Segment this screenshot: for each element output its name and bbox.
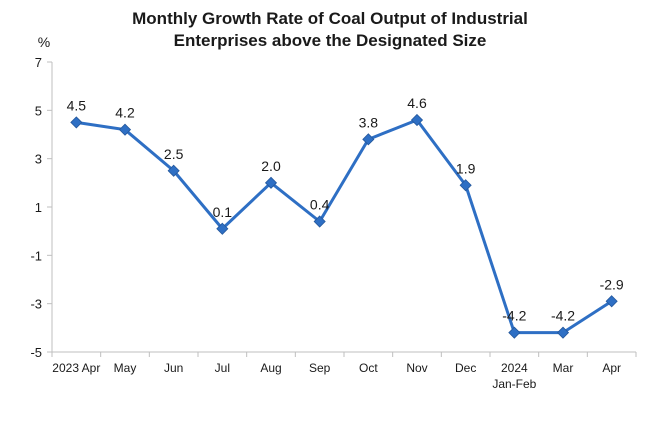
data-point-marker (556, 326, 570, 339)
x-tick-label: Jun (164, 361, 183, 375)
x-tick-label: Sep (309, 361, 331, 375)
x-tick-label: Mar (553, 361, 574, 375)
x-tick-label: 2023 Apr (52, 361, 100, 375)
data-label: 0.1 (213, 204, 233, 220)
data-label: 0.4 (310, 197, 330, 213)
x-tick-label: Nov (406, 361, 427, 375)
data-point-marker (313, 215, 326, 228)
x-tick-label: May (114, 361, 137, 375)
x-axis: 2023 Apr May Jun Jul Aug Sep Oct Nov Dec 2024 Jan-… (51, 351, 637, 391)
chart-title-line-1: Monthly Growth Rate of Coal Output of In… (132, 9, 528, 28)
data-point-marker (167, 164, 180, 177)
data-point-marker (70, 116, 83, 129)
x-tick-label: Aug (260, 361, 281, 375)
x-tick-label: Jul (215, 361, 230, 375)
data-label: 2.5 (164, 146, 184, 162)
y-tick-label: -5 (30, 345, 42, 360)
data-point-marker (118, 123, 132, 136)
y-tick-label: 7 (35, 55, 42, 70)
data-label: 4.5 (67, 97, 87, 113)
y-tick-label: 1 (35, 200, 42, 215)
y-tick-label: -1 (30, 248, 42, 263)
data-label: -4.2 (502, 308, 526, 324)
series-coal-output (70, 113, 618, 339)
data-label: 2.0 (261, 158, 281, 174)
data-point-marker (459, 179, 472, 192)
x-tick-label: Oct (359, 361, 378, 375)
chart-title-line-2: Enterprises above the Designated Size (174, 31, 487, 50)
x-tick-label: Jan-Feb (492, 377, 536, 391)
data-point-marker (264, 176, 278, 189)
y-tick-label: 5 (35, 103, 42, 118)
x-tick-label: Dec (455, 361, 476, 375)
x-tick-label: 2024 (501, 361, 528, 375)
data-label: -4.2 (551, 308, 575, 324)
data-point-marker (216, 222, 229, 235)
data-label: -2.9 (600, 276, 624, 292)
data-labels: 4.5 4.2 2.5 0.1 2.0 0.4 3.8 4.6 1.9 -4.2 -4.2 -2.9 (67, 95, 624, 324)
data-point-marker (410, 113, 424, 127)
series-line (76, 118, 613, 335)
data-label: 1.9 (456, 160, 476, 176)
y-axis: 7 5 3 1 -1 -3 -5 (30, 55, 53, 360)
data-point-marker (362, 133, 375, 146)
data-label: 3.8 (359, 114, 379, 130)
data-label: 4.6 (407, 95, 427, 111)
data-point-marker (605, 295, 618, 308)
data-point-marker (508, 326, 521, 339)
x-tick-label: Apr (602, 361, 621, 375)
y-tick-label: 3 (35, 152, 42, 167)
y-axis-unit: % (38, 34, 50, 50)
data-label: 4.2 (115, 105, 135, 121)
y-tick-label: -3 (30, 297, 42, 312)
